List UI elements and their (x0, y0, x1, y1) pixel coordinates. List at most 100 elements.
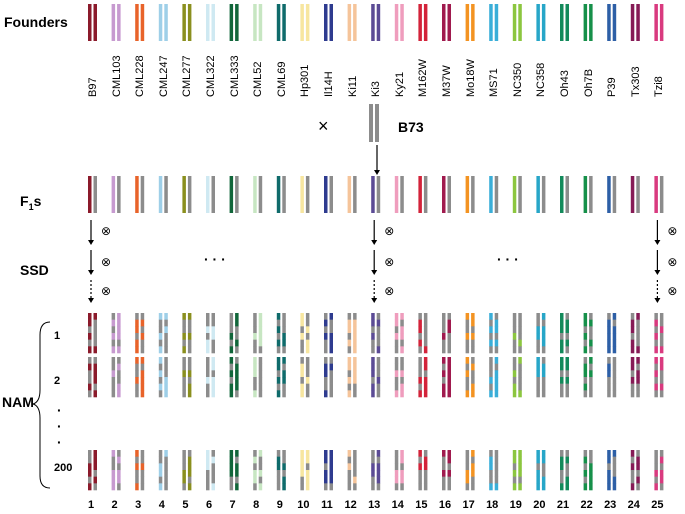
ril-segment (206, 470, 210, 477)
ril-segment (376, 450, 381, 457)
ril-segment (187, 390, 192, 398)
ril-segment (229, 470, 234, 477)
ril-segment (135, 383, 139, 391)
b73-arrowhead (374, 170, 380, 175)
ril-segment (187, 450, 192, 457)
ssd-label: SSD (20, 262, 49, 278)
ril-segment (135, 339, 139, 347)
ril-segment (465, 319, 470, 327)
ril-segment (636, 463, 640, 471)
ril-segment (471, 357, 475, 364)
ril-segment (276, 370, 281, 378)
ril-segment (636, 483, 640, 491)
ril-segment (158, 346, 163, 354)
ril-segment (560, 470, 564, 477)
ril-segment (565, 476, 569, 484)
ril-segment (305, 383, 310, 391)
ril-segment (164, 339, 168, 347)
ril-segment (423, 476, 428, 484)
ril-segment (612, 363, 617, 371)
ril-segment (636, 363, 640, 371)
ril-segment (376, 390, 381, 398)
ril-segment (394, 363, 399, 371)
ril-segment (376, 357, 381, 364)
nam-label: NAM (2, 394, 34, 410)
ril-segment (329, 370, 333, 378)
ril-segment (376, 483, 381, 491)
ril-segment (117, 363, 121, 371)
f1s-label: F1s (20, 193, 41, 212)
ril-segment (88, 326, 92, 334)
ril-segment (253, 463, 257, 471)
ril-segment (512, 463, 517, 471)
founder-chromosome (630, 4, 635, 41)
founder-chromosome (135, 4, 139, 41)
f1-chromosome (512, 176, 517, 213)
f1-chromosome (182, 176, 186, 213)
ril-segment (560, 319, 564, 327)
ril-segment (282, 377, 286, 384)
ril-segment (447, 377, 451, 384)
ril-segment (258, 476, 263, 484)
founder-chromosome (565, 4, 569, 41)
f1-chromosome (423, 176, 428, 213)
ril-segment (111, 346, 116, 354)
f1-chromosome (187, 176, 192, 213)
ril-segment (135, 313, 139, 320)
ril-segment (465, 450, 470, 457)
ril-segment (541, 339, 546, 347)
ril-segment (140, 339, 145, 347)
selfing-symbol: ⊗ (384, 224, 394, 238)
ril-segment (376, 470, 381, 477)
f1-chromosome (612, 176, 617, 213)
ril-segment (93, 450, 97, 457)
ril-segment (654, 370, 658, 378)
ril-segment (512, 377, 517, 384)
ril-segment (258, 339, 263, 347)
f1-chromosome (117, 176, 121, 213)
ril-segment (371, 339, 375, 347)
ril-segment (117, 333, 121, 340)
ril-segment (423, 339, 428, 347)
ril-segment (158, 319, 163, 327)
ril-segment (93, 456, 97, 464)
ril-segment (305, 377, 310, 384)
ril-segment (282, 363, 286, 371)
ril-segment (305, 339, 310, 347)
ril-segment (489, 377, 493, 384)
ril-segment (329, 390, 333, 398)
ril-segment (376, 363, 381, 371)
ril-segment (158, 450, 163, 457)
founders-label: Founders (4, 14, 68, 30)
ril-segment (565, 470, 569, 477)
ril-segment (423, 377, 428, 384)
ril-segment (353, 383, 357, 391)
ril-segment (536, 333, 540, 340)
ril-segment (583, 319, 588, 327)
ril-segment (140, 357, 145, 364)
selfing-symbol: ⊗ (101, 224, 111, 238)
ril-segment (93, 313, 97, 320)
ril-segment (465, 326, 470, 334)
ril-segment (206, 450, 210, 457)
ril-segment (541, 483, 546, 491)
ril-segment (282, 463, 286, 471)
ril-segment (565, 326, 569, 334)
ril-segment (140, 463, 145, 471)
ril-segment (394, 333, 399, 340)
ril-segment (394, 313, 399, 320)
f1-chromosome (353, 176, 357, 213)
ril-segment (612, 333, 617, 340)
ril-segment (471, 326, 475, 334)
ril-segment (565, 319, 569, 327)
ril-segment (111, 456, 116, 464)
ril-segment (140, 377, 145, 384)
ril-segment (465, 470, 470, 477)
ril-segment (376, 333, 381, 340)
ril-segment (612, 470, 617, 477)
ril-segment (583, 390, 588, 398)
ril-segment (324, 463, 328, 471)
ril-segment (117, 456, 121, 464)
ril-segment (659, 363, 664, 371)
founder-name: CML52 (252, 61, 265, 97)
